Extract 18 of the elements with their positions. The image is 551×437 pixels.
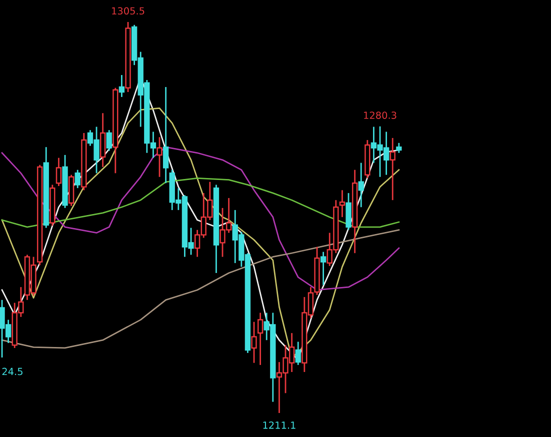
candlestick bbox=[339, 189, 346, 218]
candlestick bbox=[358, 162, 364, 208]
candlestick bbox=[74, 169, 80, 189]
candlestick bbox=[106, 129, 112, 152]
candlestick bbox=[396, 142, 402, 154]
annotation: 1211.1 bbox=[263, 422, 296, 429]
candlestick bbox=[162, 86, 169, 184]
candlestick bbox=[295, 341, 301, 366]
annotation: 24.5 bbox=[2, 368, 22, 376]
candlestick bbox=[118, 74, 125, 98]
annotation: 1280.3 bbox=[364, 112, 396, 119]
annotation: 1305.5 bbox=[112, 7, 144, 15]
candlestick bbox=[257, 312, 264, 366]
candlestick bbox=[390, 137, 396, 201]
candlestick bbox=[156, 136, 162, 178]
candlestick bbox=[56, 157, 62, 187]
candlestick bbox=[251, 321, 257, 364]
candlestick bbox=[320, 251, 326, 286]
